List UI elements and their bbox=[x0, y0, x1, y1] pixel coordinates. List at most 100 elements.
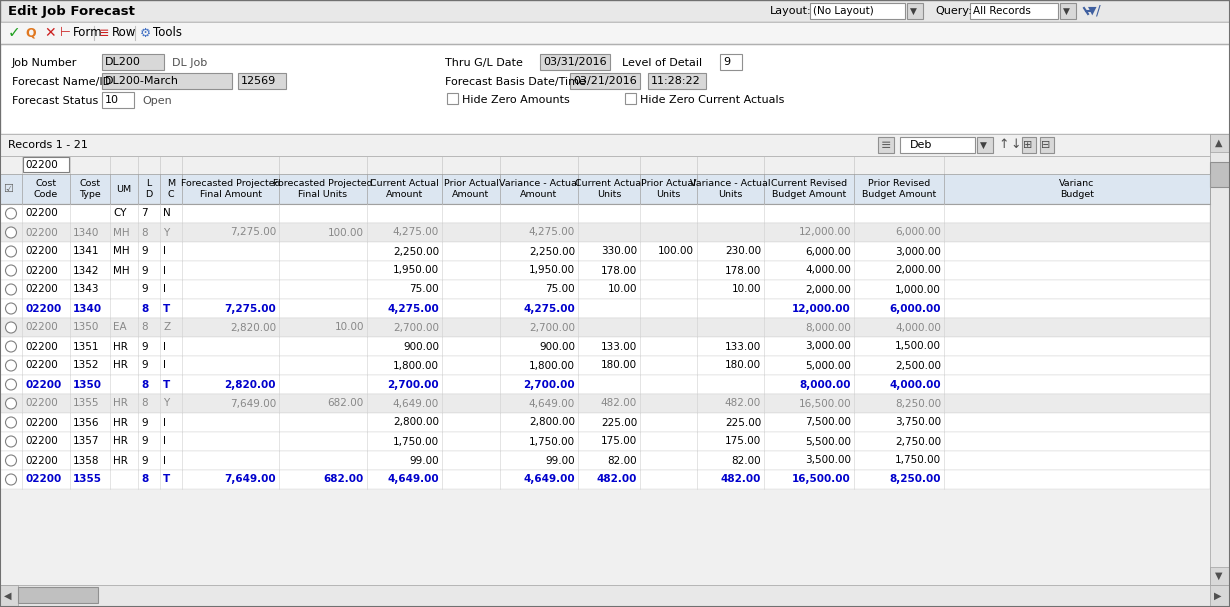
Text: 1352: 1352 bbox=[73, 361, 100, 370]
Text: 8,250.00: 8,250.00 bbox=[895, 399, 941, 409]
Text: 1340: 1340 bbox=[73, 304, 102, 313]
Text: 4,649.00: 4,649.00 bbox=[529, 399, 574, 409]
Text: 1,800.00: 1,800.00 bbox=[529, 361, 574, 370]
Text: 8: 8 bbox=[141, 379, 149, 390]
Text: 180.00: 180.00 bbox=[601, 361, 637, 370]
Bar bbox=[0, 223, 1210, 242]
Bar bbox=[720, 54, 742, 70]
Text: Form: Form bbox=[73, 27, 102, 39]
Circle shape bbox=[5, 417, 16, 428]
Text: Level of Detail: Level of Detail bbox=[622, 58, 702, 68]
Text: 330.00: 330.00 bbox=[601, 246, 637, 257]
Bar bbox=[0, 585, 1230, 607]
Bar bbox=[237, 73, 287, 89]
Text: 12,000.00: 12,000.00 bbox=[798, 228, 851, 237]
Text: 03/31/2016: 03/31/2016 bbox=[542, 57, 606, 67]
Circle shape bbox=[5, 265, 16, 276]
Bar bbox=[1210, 585, 1230, 607]
Text: 8,000.00: 8,000.00 bbox=[806, 322, 851, 333]
Text: 02200: 02200 bbox=[25, 322, 58, 333]
Bar bbox=[0, 451, 1210, 470]
Text: I: I bbox=[164, 342, 166, 351]
Text: ◀: ◀ bbox=[4, 591, 11, 601]
Text: 6,000.00: 6,000.00 bbox=[895, 228, 941, 237]
Text: 2,750.00: 2,750.00 bbox=[895, 436, 941, 447]
Text: 1,000.00: 1,000.00 bbox=[895, 285, 941, 294]
Bar bbox=[900, 137, 975, 153]
Text: 02200: 02200 bbox=[25, 361, 58, 370]
Text: ✕: ✕ bbox=[44, 26, 55, 40]
Text: I: I bbox=[164, 436, 166, 447]
Text: DL200-March: DL200-March bbox=[105, 76, 180, 86]
Bar bbox=[878, 137, 894, 153]
Bar bbox=[23, 157, 69, 172]
Text: 682.00: 682.00 bbox=[327, 399, 364, 409]
Text: 7,275.00: 7,275.00 bbox=[224, 304, 276, 313]
Text: ⊟: ⊟ bbox=[1041, 140, 1050, 150]
Text: ↓: ↓ bbox=[1010, 138, 1021, 152]
Text: 02200: 02200 bbox=[25, 475, 62, 484]
Text: 1,500.00: 1,500.00 bbox=[895, 342, 941, 351]
Text: 1341: 1341 bbox=[73, 246, 100, 257]
Bar bbox=[0, 585, 18, 607]
Text: 02200: 02200 bbox=[25, 265, 58, 276]
Text: 2,700.00: 2,700.00 bbox=[524, 379, 574, 390]
Bar bbox=[569, 73, 640, 89]
Text: 4,000.00: 4,000.00 bbox=[806, 265, 851, 276]
Bar bbox=[977, 137, 993, 153]
Bar bbox=[0, 299, 1210, 318]
Bar bbox=[0, 318, 1210, 337]
Text: Hide Zero Current Actuals: Hide Zero Current Actuals bbox=[640, 95, 785, 105]
Text: M
C: M C bbox=[167, 179, 175, 198]
Text: 75.00: 75.00 bbox=[410, 285, 439, 294]
Text: 12569: 12569 bbox=[241, 76, 277, 86]
Bar bbox=[0, 156, 1210, 174]
Text: MH: MH bbox=[113, 228, 129, 237]
Text: 16,500.00: 16,500.00 bbox=[798, 399, 851, 409]
Text: 10.00: 10.00 bbox=[608, 285, 637, 294]
Text: 11:28:22: 11:28:22 bbox=[651, 76, 701, 86]
Text: 10.00: 10.00 bbox=[335, 322, 364, 333]
Text: 02200: 02200 bbox=[25, 304, 62, 313]
Text: 175.00: 175.00 bbox=[724, 436, 761, 447]
Text: 178.00: 178.00 bbox=[724, 265, 761, 276]
Text: 4,000.00: 4,000.00 bbox=[895, 322, 941, 333]
Text: 9: 9 bbox=[141, 246, 148, 257]
Bar bbox=[18, 587, 98, 603]
Bar bbox=[1210, 134, 1230, 585]
Text: 1,950.00: 1,950.00 bbox=[529, 265, 574, 276]
Text: 1343: 1343 bbox=[73, 285, 100, 294]
Circle shape bbox=[5, 379, 16, 390]
Text: Open: Open bbox=[141, 96, 172, 106]
Bar bbox=[501, 156, 578, 174]
Bar bbox=[0, 375, 1210, 394]
Circle shape bbox=[5, 360, 16, 371]
Circle shape bbox=[5, 341, 16, 352]
Text: 1340: 1340 bbox=[73, 228, 100, 237]
Text: Forecasted Projected
Final Amount: Forecasted Projected Final Amount bbox=[181, 179, 280, 198]
Text: 1358: 1358 bbox=[73, 455, 100, 466]
Bar bbox=[970, 3, 1058, 19]
Text: Y: Y bbox=[164, 228, 170, 237]
Circle shape bbox=[5, 246, 16, 257]
Text: ↑: ↑ bbox=[998, 138, 1009, 152]
Text: 8: 8 bbox=[141, 475, 149, 484]
Text: 02200: 02200 bbox=[25, 418, 58, 427]
Circle shape bbox=[5, 303, 16, 314]
Bar bbox=[0, 22, 1230, 44]
Text: 9: 9 bbox=[141, 361, 148, 370]
Text: Cost
Code: Cost Code bbox=[34, 179, 58, 198]
Text: Forecast Basis Date/Time: Forecast Basis Date/Time bbox=[445, 77, 585, 87]
Text: 7,500.00: 7,500.00 bbox=[804, 418, 851, 427]
Bar bbox=[0, 394, 1210, 413]
Bar bbox=[70, 156, 109, 174]
Text: 180.00: 180.00 bbox=[724, 361, 761, 370]
Circle shape bbox=[5, 208, 16, 219]
Text: 900.00: 900.00 bbox=[539, 342, 574, 351]
Circle shape bbox=[5, 398, 16, 409]
Bar bbox=[0, 280, 1210, 299]
Text: 02200: 02200 bbox=[25, 342, 58, 351]
Text: 133.00: 133.00 bbox=[724, 342, 761, 351]
Text: 4,275.00: 4,275.00 bbox=[387, 304, 439, 313]
Text: Prior Revised
Budget Amount: Prior Revised Budget Amount bbox=[862, 179, 936, 198]
